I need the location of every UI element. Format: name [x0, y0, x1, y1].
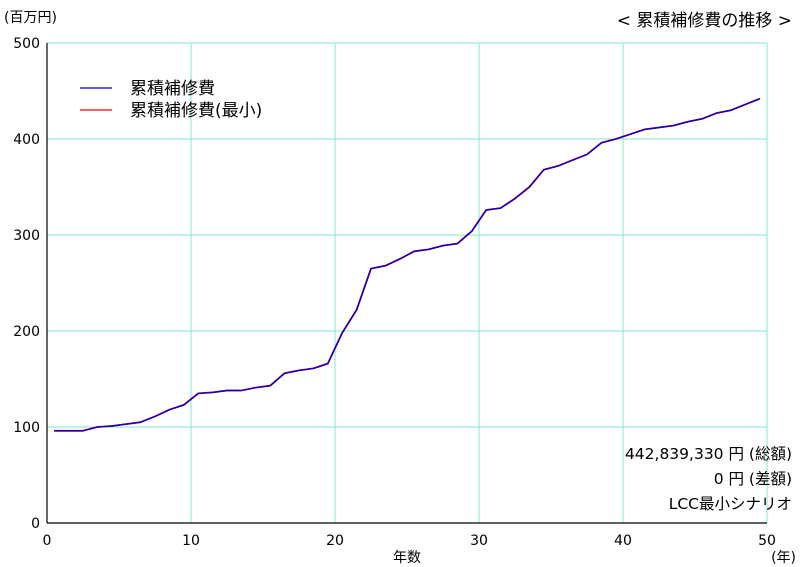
- summary-box: 442,839,330 円 (総額) 0 円 (差額) LCC最小シナリオ: [625, 445, 792, 513]
- chart-title: < 累積補修費の推移 >: [617, 11, 792, 31]
- x-tick-label-10: 10: [182, 533, 200, 549]
- y-axis-unit-label: (百万円): [4, 10, 57, 26]
- series-lines: [54, 97, 761, 432]
- y-tick-label-500: 500: [13, 36, 40, 52]
- x-tick-label-0: 0: [43, 533, 52, 549]
- y-tick-label-300: 300: [13, 228, 40, 244]
- legend-label-series-2: 累積補修費(最小): [130, 101, 262, 121]
- grid: [47, 42, 768, 523]
- axes: [46, 43, 767, 524]
- x-tick-label-20: 20: [326, 533, 344, 549]
- legend-label-series-1: 累積補修費: [130, 79, 215, 99]
- x-tick-label-50: 50: [758, 533, 776, 549]
- summary-scenario: LCC最小シナリオ: [669, 495, 792, 513]
- y-tick-label-200: 200: [13, 324, 40, 340]
- tick-labels: 0 100 200 300 400 500 0 10 20 30 40 50: [13, 36, 776, 549]
- series-line-1: [54, 98, 761, 432]
- series-line-2: [54, 97, 761, 432]
- y-tick-label-0: 0: [31, 516, 40, 532]
- x-axis-title: 年数: [393, 550, 421, 566]
- y-tick-label-400: 400: [13, 132, 40, 148]
- summary-difference: 0 円 (差額): [714, 470, 792, 488]
- summary-total: 442,839,330 円 (総額): [625, 445, 792, 463]
- y-tick-label-100: 100: [13, 420, 40, 436]
- legend: 累積補修費 累積補修費(最小): [80, 79, 262, 121]
- x-axis-unit-label: (年): [771, 550, 796, 566]
- x-tick-label-30: 30: [470, 533, 488, 549]
- x-tick-label-40: 40: [614, 533, 632, 549]
